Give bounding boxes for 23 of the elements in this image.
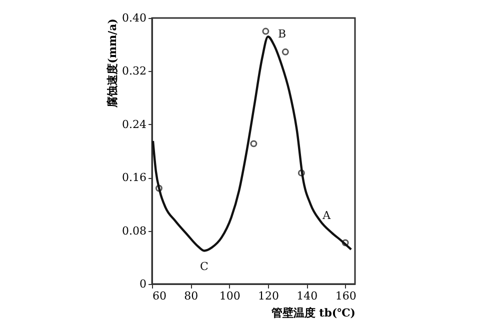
point — [155, 184, 162, 192]
point — [262, 28, 270, 35]
x-tick-label: 140 — [296, 290, 318, 302]
annotation: C — [200, 260, 208, 273]
x-tick-label: 160 — [335, 290, 356, 302]
annotation: B — [278, 28, 286, 41]
y-tick-label: 0.40 — [122, 12, 146, 24]
y-tick-label: 0.08 — [122, 224, 146, 238]
y-axis-title: 腐蚀速度(mm/a) — [106, 18, 120, 108]
x-axis-title: 管壁温度 tb(℃) — [270, 306, 356, 320]
point — [298, 169, 305, 176]
point — [282, 48, 289, 56]
point — [250, 140, 258, 148]
y-tick-label: 0.32 — [122, 64, 146, 78]
point — [342, 239, 349, 246]
y-tick-label: 0.24 — [122, 118, 146, 131]
x-tick-label: 60 — [152, 290, 166, 302]
annotation: A — [322, 209, 332, 222]
x-tick-label: 120 — [258, 290, 279, 302]
x-tick-label: 80 — [184, 290, 198, 302]
y-tick-label: 0.16 — [122, 171, 146, 184]
y-tick-label: 0 — [140, 278, 146, 290]
x-tick-label: 100 — [219, 290, 240, 302]
